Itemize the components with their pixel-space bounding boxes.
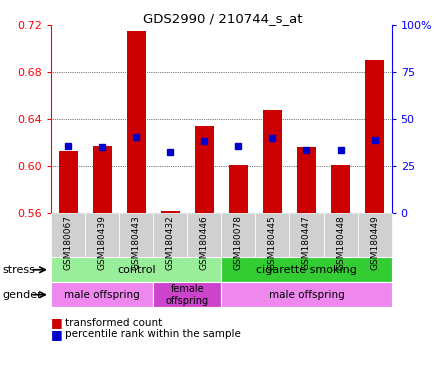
- Text: transformed count: transformed count: [65, 318, 162, 328]
- Text: GSM180432: GSM180432: [166, 215, 175, 270]
- Text: male offspring: male offspring: [269, 290, 344, 300]
- Text: percentile rank within the sample: percentile rank within the sample: [65, 329, 240, 339]
- Bar: [93, 146, 112, 213]
- Bar: [59, 151, 77, 213]
- Text: control: control: [117, 265, 156, 275]
- Text: gender: gender: [2, 290, 42, 300]
- Text: GSM180446: GSM180446: [200, 215, 209, 270]
- Text: stress: stress: [2, 265, 35, 275]
- Bar: [229, 165, 248, 213]
- Text: GSM180448: GSM180448: [336, 215, 345, 270]
- Text: GSM180439: GSM180439: [98, 215, 107, 270]
- Text: GDS2990 / 210744_s_at: GDS2990 / 210744_s_at: [143, 12, 302, 25]
- Bar: [127, 31, 146, 213]
- Bar: [161, 211, 180, 213]
- Bar: [297, 147, 316, 213]
- Bar: [365, 60, 384, 213]
- Text: ■: ■: [51, 316, 63, 329]
- Text: male offspring: male offspring: [65, 290, 140, 300]
- Text: GSM180447: GSM180447: [302, 215, 311, 270]
- Text: female
offspring: female offspring: [166, 284, 209, 306]
- Bar: [195, 126, 214, 213]
- Text: GSM180067: GSM180067: [64, 215, 73, 270]
- Text: GSM180078: GSM180078: [234, 215, 243, 270]
- Bar: [263, 109, 282, 213]
- Text: GSM180445: GSM180445: [268, 215, 277, 270]
- Bar: [331, 165, 350, 213]
- Text: ■: ■: [51, 328, 63, 341]
- Text: GSM180443: GSM180443: [132, 215, 141, 270]
- Text: GSM180449: GSM180449: [370, 215, 379, 270]
- Text: cigarette smoking: cigarette smoking: [256, 265, 357, 275]
